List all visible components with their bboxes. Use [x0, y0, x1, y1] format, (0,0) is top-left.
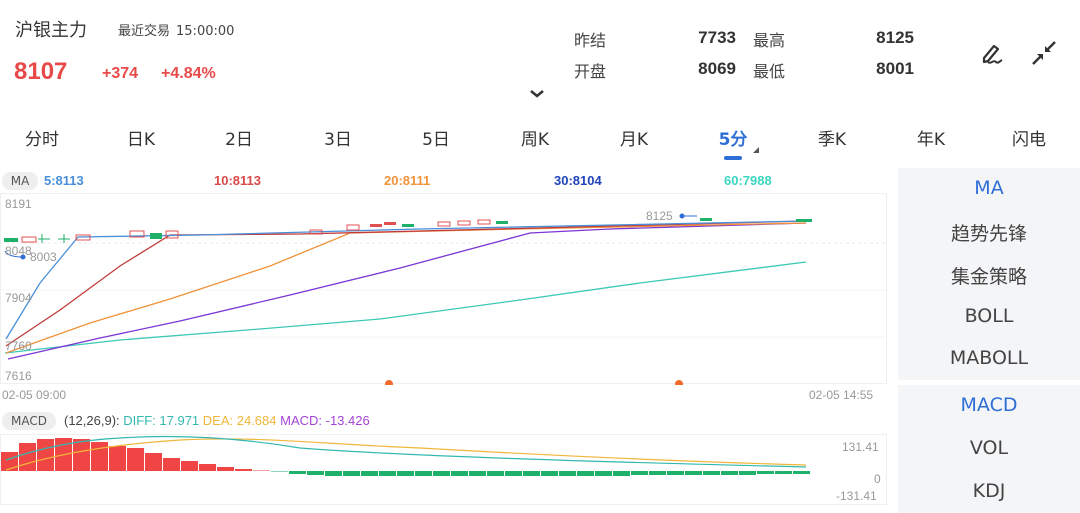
tab-quarter-k[interactable]: 季K: [817, 130, 847, 150]
tab-week-k[interactable]: 周K: [520, 130, 550, 150]
high-price-marker: 8125: [646, 209, 673, 223]
x-axis-end: 02-05 14:55: [809, 388, 874, 402]
draw-tool-button[interactable]: [976, 36, 1010, 70]
tab-5min[interactable]: 5分: [718, 130, 748, 150]
open-label: 开盘: [574, 62, 607, 81]
indicator-boll[interactable]: BOLL: [964, 305, 1014, 327]
price-change: +374: [102, 65, 139, 82]
y-axis-tick: 7616: [5, 369, 32, 383]
tab-fenshi[interactable]: 分时: [25, 130, 59, 150]
last-trade-time: 15:00:00: [176, 24, 235, 39]
period-dropdown-caret-icon[interactable]: [753, 147, 759, 153]
period-tabs: 分时 日K 2日 3日 5日 周K 月K 5分 季K 年K 闪电: [0, 115, 1080, 163]
y-axis-tick: 8191: [5, 197, 32, 211]
low-price-marker: 8003: [30, 250, 57, 264]
tab-flash[interactable]: 闪电: [1012, 130, 1046, 150]
y-axis-tick: 8048: [5, 244, 32, 258]
candlestick-chart[interactable]: [0, 193, 890, 385]
macd-legend: (12,26,9): DIFF: 17.971 DEA: 24.684 MACD…: [64, 413, 370, 428]
event-marker[interactable]: [385, 380, 393, 385]
macd-chart[interactable]: [0, 434, 890, 506]
open-value: 8069: [698, 59, 736, 78]
last-price: 8107: [14, 58, 68, 85]
ma5-value: 5:8113: [44, 173, 84, 188]
collapse-icon: [1032, 41, 1056, 65]
collapse-button[interactable]: [1027, 36, 1061, 70]
dea-value: DEA: 24.684: [202, 413, 277, 428]
candles: [4, 218, 812, 243]
ma10-value: 10:8113: [214, 173, 261, 188]
indicator-macd[interactable]: MACD: [960, 394, 1018, 416]
high-value: 8125: [876, 28, 914, 47]
draw-icon: [982, 44, 1003, 64]
tab-year-k[interactable]: 年K: [916, 130, 946, 150]
ma-indicator-badge[interactable]: MA: [2, 172, 38, 190]
last-trade: 最近交易 15:00:00: [118, 20, 234, 39]
prev-settle-label: 昨结: [574, 31, 607, 50]
x-axis-start: 02-05 09:00: [2, 388, 67, 402]
tab-month-k[interactable]: 月K: [619, 130, 649, 150]
macd-y-zero: 0: [874, 472, 881, 486]
ma30-value: 30:8104: [554, 173, 602, 188]
last-trade-label: 最近交易: [118, 24, 171, 39]
macd-value: MACD: -13.426: [280, 413, 370, 428]
indicator-jijin-strategy[interactable]: 集金策略: [950, 266, 1027, 288]
tab-5day[interactable]: 5日: [422, 130, 450, 150]
macd-y-top: 131.41: [842, 440, 879, 454]
chevron-down-icon[interactable]: [527, 88, 547, 100]
indicator-trend-pioneer[interactable]: 趋势先锋: [950, 223, 1027, 245]
quote-header: 沪银主力 最近交易 15:00:00 8107 +374 +4.84% 昨结 77…: [0, 0, 1080, 110]
macd-y-bottom: -131.41: [836, 489, 877, 503]
y-axis-tick: 7904: [5, 291, 32, 305]
prev-settle-value: 7733: [698, 28, 736, 47]
price-change-pct: +4.84%: [161, 65, 216, 82]
indicator-maboll[interactable]: MABOLL: [949, 347, 1029, 369]
macd-indicator-badge[interactable]: MACD: [2, 412, 56, 430]
low-label: 最低: [753, 62, 786, 81]
ma20-value: 20:8111: [384, 173, 431, 188]
indicator-vol[interactable]: VOL: [969, 437, 1009, 459]
tab-day-k[interactable]: 日K: [126, 130, 156, 150]
indicator-ma[interactable]: MA: [974, 177, 1004, 199]
tab-2day[interactable]: 2日: [225, 130, 253, 150]
high-label: 最高: [753, 31, 786, 50]
active-tab-indicator: [724, 156, 742, 160]
diff-value: DIFF: 17.971: [123, 413, 200, 428]
event-marker[interactable]: [675, 380, 683, 385]
ma60-value: 60:7988: [724, 173, 772, 188]
y-axis-tick: 7760: [5, 339, 32, 353]
instrument-title: 沪银主力: [15, 20, 87, 41]
tab-3day[interactable]: 3日: [324, 130, 352, 150]
main-indicator-panel: MA 趋势先锋 集金策略 BOLL MABOLL: [898, 168, 1080, 380]
low-value: 8001: [876, 59, 914, 78]
macd-params: (12,26,9):: [64, 413, 120, 428]
indicator-kdj[interactable]: KDJ: [972, 480, 1006, 502]
sub-indicator-panel: MACD VOL KDJ: [898, 385, 1080, 513]
